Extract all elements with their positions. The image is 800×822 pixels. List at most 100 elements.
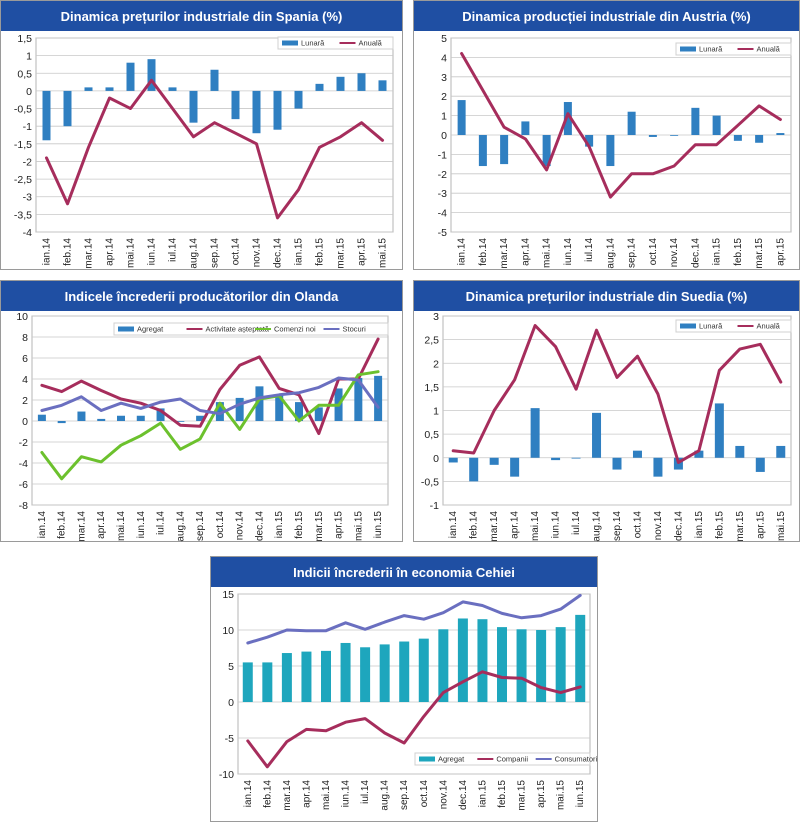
x-tick-label: ian.14 — [37, 511, 48, 539]
x-tick-label: mar.14 — [499, 238, 510, 269]
x-tick-label: feb.14 — [262, 780, 273, 808]
x-tick-label: mar.15 — [754, 238, 765, 269]
line-series — [246, 593, 582, 645]
y-tick-label: -2,5 — [14, 174, 32, 186]
y-tick-label: -10 — [219, 769, 234, 781]
bar-lunară — [735, 445, 745, 458]
legend-label: Agregat — [137, 325, 164, 334]
x-tick-label: apr.14 — [105, 238, 116, 266]
y-tick-label: 0 — [433, 453, 439, 465]
bar-agregat — [575, 614, 586, 702]
y-tick-label: -1,5 — [14, 139, 32, 151]
x-tick-label: mar.15 — [735, 511, 746, 542]
bar-agregat — [477, 619, 488, 702]
x-tick-label: sep.14 — [612, 511, 623, 541]
line-series — [460, 52, 782, 199]
bar-lunară — [632, 450, 642, 458]
bar-lunară — [315, 83, 324, 91]
x-tick-label: ian.14 — [457, 238, 468, 266]
y-tick-label: 2 — [441, 91, 447, 103]
line-series — [246, 670, 582, 769]
chart-title: Indicele încrederii producătorilor din O… — [65, 289, 340, 304]
x-tick-label: oct.14 — [632, 511, 643, 539]
x-tick-label: iun.14 — [136, 511, 147, 539]
x-tick-label: ian.15 — [694, 511, 705, 539]
x-tick-label: mar.14 — [282, 780, 293, 811]
bar-agregat — [516, 629, 527, 702]
x-tick-label: apr.14 — [301, 780, 312, 808]
y-tick-label: 1 — [441, 111, 447, 123]
bar-agregat — [360, 647, 371, 702]
x-tick-label: ian.14 — [448, 511, 459, 539]
legend-label: Activitate așteptată — [206, 325, 270, 334]
bar-lunară — [189, 90, 198, 123]
x-tick-label: iul.14 — [571, 511, 582, 535]
bar-agregat — [77, 411, 86, 421]
chart-suedia: Dinamica prețurilor industriale din Sued… — [413, 280, 800, 542]
x-tick-label: mai.14 — [530, 511, 541, 541]
x-tick-label: feb.14 — [478, 238, 489, 266]
bar-lunară — [500, 135, 509, 165]
x-tick-label: mar.14 — [76, 511, 87, 542]
x-tick-label: feb.14 — [57, 511, 68, 539]
bar-lunară — [755, 457, 765, 472]
bar-agregat — [57, 421, 66, 424]
y-tick-label: -0,5 — [14, 104, 32, 116]
bar-agregat — [262, 662, 273, 702]
legend-label: Agregat — [438, 755, 465, 764]
x-tick-label: dec.14 — [254, 511, 265, 541]
bar-lunară — [714, 403, 724, 458]
x-tick-label: sep.14 — [627, 238, 638, 268]
x-tick-label: iun.14 — [341, 780, 352, 808]
x-tick-label: iun.15 — [373, 511, 384, 539]
bar-lunară — [670, 135, 679, 136]
y-tick-label: -2 — [23, 156, 32, 168]
bar-agregat — [215, 402, 224, 421]
y-tick-label: 0,5 — [424, 429, 439, 441]
x-tick-label: feb.15 — [294, 511, 305, 539]
x-tick-label: iun.14 — [563, 238, 574, 266]
legend-label: Consumatori — [555, 755, 598, 764]
y-tick-label: -2 — [438, 169, 447, 181]
bar-lunară — [612, 457, 622, 470]
x-tick-label: feb.15 — [497, 780, 508, 808]
bar-agregat — [136, 415, 145, 421]
x-tick-label: aug.14 — [175, 511, 186, 542]
legend-swatch-bar — [680, 46, 696, 52]
legend-swatch-bar — [680, 323, 696, 329]
y-tick-label: -3,5 — [14, 209, 32, 221]
x-tick-label: aug.14 — [592, 511, 603, 542]
bar-agregat — [295, 402, 303, 421]
x-tick-label: apr.15 — [755, 511, 766, 539]
x-tick-label: mai.14 — [542, 238, 553, 268]
line-series — [451, 324, 783, 464]
title-bar — [414, 1, 799, 31]
chart-olanda: Indicele încrederii producătorilor din O… — [0, 280, 403, 542]
legend-label: Lunară — [699, 322, 723, 331]
x-tick-label: apr.15 — [334, 511, 345, 539]
x-tick-label: ian.15 — [712, 238, 723, 266]
bar-lunară — [571, 457, 581, 459]
y-tick-label: -4 — [438, 208, 447, 220]
legend-box — [675, 42, 792, 56]
line-series — [45, 78, 384, 220]
bar-lunară — [776, 133, 785, 135]
x-tick-label: feb.15 — [714, 511, 725, 539]
bar-lunară — [147, 59, 156, 91]
x-tick-label: mar.14 — [489, 511, 500, 542]
legend-label: Stocuri — [343, 325, 367, 334]
bar-lunară — [585, 135, 594, 147]
line-series — [40, 337, 380, 436]
bar-agregat — [438, 629, 449, 702]
y-tick-label: 2 — [433, 358, 439, 370]
y-tick-label: -4 — [23, 227, 32, 239]
y-tick-label: 0,5 — [17, 68, 32, 80]
legend-label: Lunară — [699, 45, 723, 54]
legend-label: Anuală — [359, 39, 383, 48]
y-tick-label: 1 — [26, 51, 32, 63]
bar-lunară — [126, 62, 135, 91]
chart-title: Indicii încrederii în economia Cehiei — [293, 565, 515, 580]
y-tick-label: 15 — [222, 589, 234, 601]
bar-agregat — [340, 642, 351, 702]
y-tick-label: 0 — [22, 416, 28, 428]
